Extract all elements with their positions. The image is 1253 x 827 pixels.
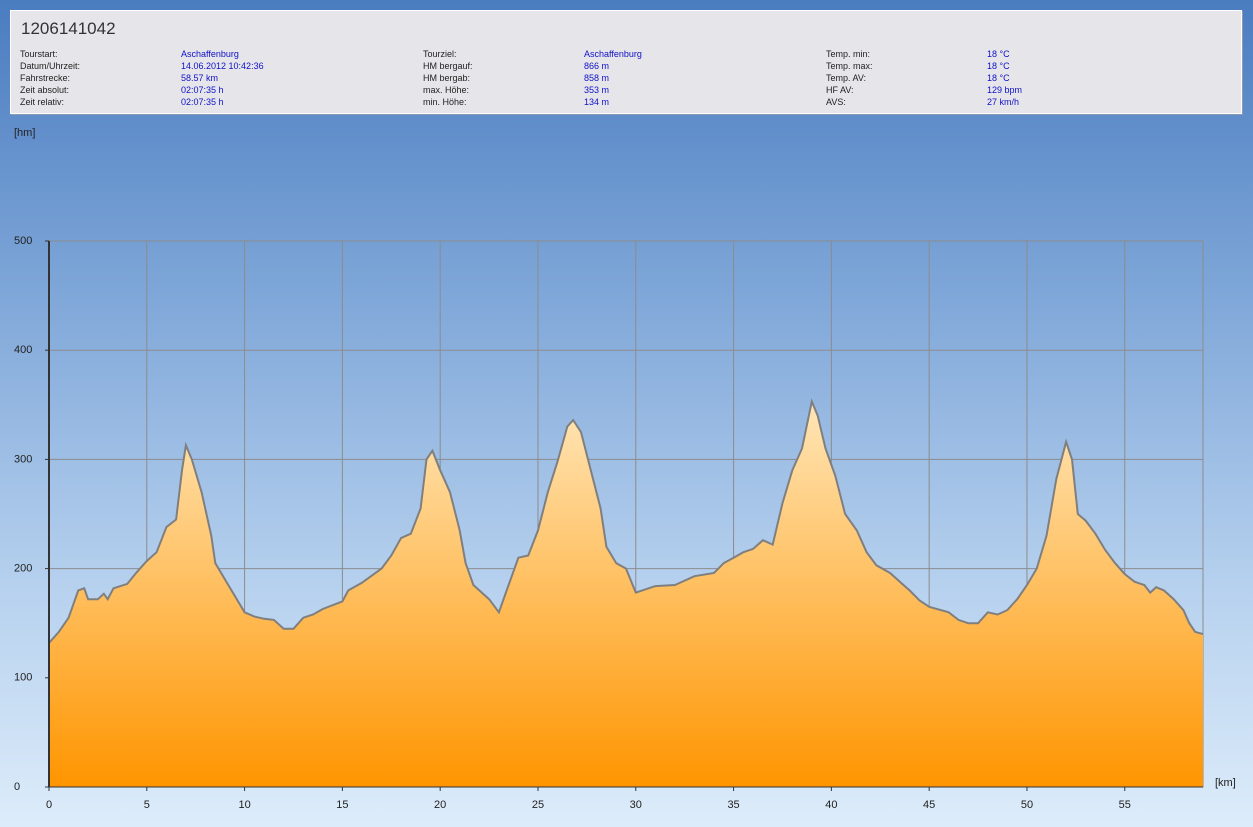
y-tick-label: 0 — [14, 781, 20, 793]
x-tick-label: 35 — [727, 799, 739, 811]
x-tick-label: 45 — [923, 799, 935, 811]
stat-label: Tourziel: — [423, 49, 457, 59]
stat-label: AVS: — [826, 97, 846, 107]
elevation-line — [48, 398, 1204, 644]
stat-value: 18 °C — [987, 61, 1010, 71]
x-axis-label: [km] — [1215, 777, 1236, 789]
x-tick-label: 25 — [532, 799, 544, 811]
elevation-area — [49, 401, 1203, 787]
y-tick-label: 400 — [14, 344, 32, 356]
x-tick-label: 50 — [1021, 799, 1033, 811]
stat-value: 129 bpm — [987, 85, 1023, 95]
x-tick-label: 55 — [1119, 799, 1131, 811]
stat-value: 858 m — [584, 73, 610, 83]
y-tick-label: 500 — [14, 235, 32, 247]
x-tick-label: 0 — [46, 799, 52, 811]
stat-value: 18 °C — [987, 49, 1010, 59]
y-tick-label: 200 — [14, 563, 32, 575]
stat-label: HF AV: — [826, 85, 854, 95]
stat-label: Temp. max: — [826, 61, 873, 71]
stat-value: 58.57 km — [181, 73, 219, 83]
x-tick-label: 20 — [434, 799, 446, 811]
x-tick-label: 30 — [630, 799, 642, 811]
x-tick-label: 5 — [144, 799, 150, 811]
stat-label: Temp. AV: — [826, 73, 867, 83]
stat-label: Fahrstrecke: — [20, 73, 71, 83]
y-tick-label: 100 — [14, 672, 32, 684]
stat-label: Temp. min: — [826, 49, 871, 59]
stat-value: 27 km/h — [987, 97, 1020, 107]
stat-value: 353 m — [584, 85, 610, 95]
stat-label: Zeit relativ: — [20, 97, 65, 107]
stat-label: Zeit absolut: — [20, 85, 70, 95]
stat-value: 02:07:35 h — [181, 97, 224, 107]
x-tick-label: 15 — [336, 799, 348, 811]
stat-value: 134 m — [584, 97, 610, 107]
stat-label: max. Höhe: — [423, 85, 470, 95]
stat-value: 14.06.2012 10:42:36 — [181, 61, 264, 71]
y-axis-label: [hm] — [14, 127, 35, 139]
x-tick-label: 10 — [238, 799, 250, 811]
tour-title: 1206141042 — [21, 19, 116, 38]
x-tick-label: 40 — [825, 799, 837, 811]
stat-value: Aschaffenburg — [181, 49, 239, 59]
stat-label: HM bergauf: — [423, 61, 473, 71]
stat-value: 18 °C — [987, 73, 1010, 83]
stat-label: HM bergab: — [423, 73, 471, 83]
stat-label: min. Höhe: — [423, 97, 467, 107]
stat-value: 866 m — [584, 61, 610, 71]
stat-label: Datum/Uhrzeit: — [20, 61, 81, 71]
y-tick-label: 300 — [14, 453, 32, 465]
stat-value: Aschaffenburg — [584, 49, 642, 59]
stat-label: Tourstart: — [20, 49, 58, 59]
info-panel: 1206141042 Tourstart: Aschaffenburg Datum/… — [10, 10, 1242, 114]
stat-value: 02:07:35 h — [181, 85, 224, 95]
